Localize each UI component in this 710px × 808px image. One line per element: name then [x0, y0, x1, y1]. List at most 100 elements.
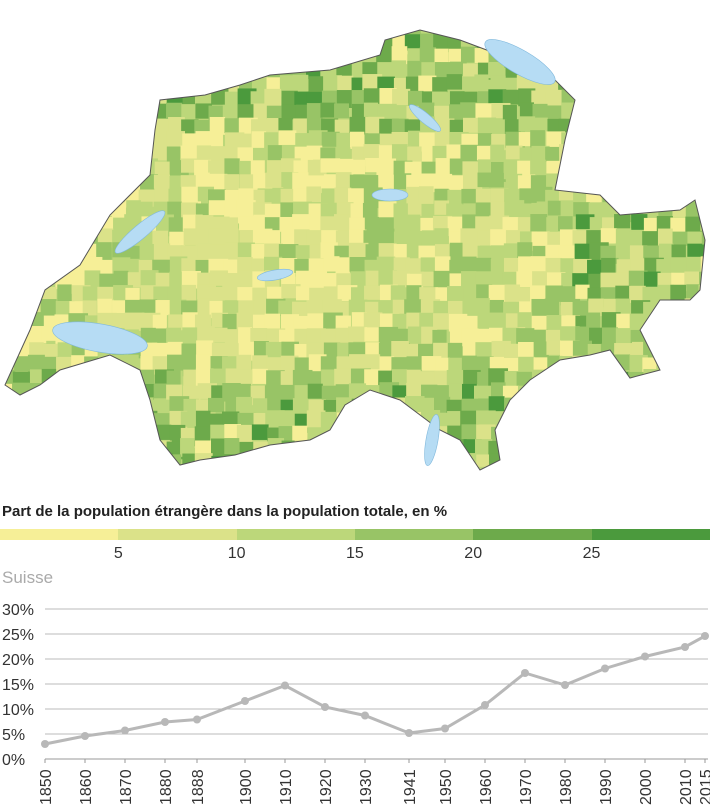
commune-area	[432, 453, 452, 470]
commune-area	[5, 105, 18, 122]
commune-area	[475, 439, 493, 456]
commune-area	[587, 398, 604, 417]
commune-area	[153, 328, 168, 347]
commune-area	[237, 242, 255, 262]
data-point	[441, 724, 449, 733]
commune-area	[673, 147, 693, 162]
commune-area	[5, 455, 19, 470]
commune-area	[335, 440, 355, 460]
commune-area	[670, 104, 686, 120]
commune-area	[378, 469, 398, 470]
commune-area	[351, 398, 372, 416]
switzerland-map	[4, 29, 706, 471]
commune-area	[320, 328, 338, 347]
data-point	[561, 681, 569, 689]
commune-area	[295, 32, 316, 48]
commune-area	[348, 326, 366, 342]
commune-area	[378, 201, 397, 218]
commune-area	[26, 202, 42, 219]
x-tick-label: 1980	[558, 769, 575, 805]
commune-area	[223, 48, 239, 65]
commune-area	[673, 62, 693, 79]
commune-area	[574, 89, 594, 108]
commune-area	[152, 342, 171, 358]
commune-area	[337, 34, 355, 54]
commune-area	[573, 175, 588, 194]
commune-area	[684, 356, 702, 375]
scale-tick: 15	[345, 545, 364, 562]
commune-area	[279, 216, 296, 232]
commune-area	[701, 201, 705, 216]
commune-area	[56, 30, 77, 40]
commune-area	[364, 354, 381, 372]
commune-area	[447, 189, 466, 206]
commune-area	[13, 75, 31, 93]
commune-area	[558, 371, 575, 387]
commune-area	[631, 116, 652, 136]
commune-area	[198, 77, 214, 95]
commune-area	[195, 203, 213, 218]
commune-area	[252, 368, 268, 384]
commune-area	[392, 411, 413, 431]
commune-area	[404, 161, 424, 177]
commune-area	[614, 90, 635, 111]
commune-area	[502, 217, 519, 234]
commune-area	[656, 455, 674, 470]
commune-area	[154, 161, 170, 179]
commune-area	[183, 369, 199, 389]
commune-area	[96, 426, 115, 446]
commune-area	[13, 158, 30, 177]
commune-area	[463, 369, 481, 385]
commune-area	[322, 453, 339, 470]
x-tick-label: 1900	[238, 769, 255, 805]
commune-area	[685, 468, 705, 470]
commune-area	[643, 301, 661, 317]
commune-area	[561, 424, 577, 444]
commune-area	[323, 46, 344, 65]
commune-area	[278, 467, 299, 470]
commune-area	[14, 215, 29, 232]
commune-area	[658, 116, 675, 136]
commune-area	[42, 453, 62, 470]
commune-area	[629, 102, 647, 122]
commune-area	[686, 256, 704, 274]
commune-area	[643, 368, 659, 389]
commune-area	[616, 172, 632, 188]
commune-area	[518, 88, 536, 107]
commune-area	[98, 90, 118, 107]
commune-area	[363, 144, 383, 160]
commune-area	[391, 468, 408, 470]
commune-area	[197, 243, 213, 264]
commune-area	[433, 270, 450, 291]
commune-area	[69, 160, 88, 177]
commune-area	[602, 327, 618, 345]
commune-area	[14, 175, 31, 192]
commune-area	[224, 174, 240, 192]
commune-area	[54, 46, 75, 64]
commune-area	[435, 357, 450, 373]
commune-area	[589, 439, 609, 457]
commune-area	[406, 426, 426, 444]
commune-area	[5, 271, 19, 288]
commune-area	[82, 286, 99, 301]
commune-area	[407, 48, 423, 65]
commune-area	[629, 245, 648, 261]
commune-area	[670, 284, 687, 302]
commune-area	[572, 77, 593, 98]
commune-area	[169, 231, 185, 247]
commune-area	[294, 91, 310, 107]
commune-area	[434, 370, 451, 389]
commune-area	[474, 74, 489, 92]
commune-area	[138, 77, 156, 92]
commune-area	[320, 102, 336, 118]
commune-area	[57, 60, 74, 78]
scale-step	[118, 529, 237, 540]
commune-area	[27, 258, 48, 278]
commune-area	[517, 32, 536, 51]
commune-area	[68, 368, 84, 387]
commune-area	[152, 47, 170, 62]
commune-area	[533, 396, 549, 417]
commune-area	[449, 61, 467, 76]
commune-area	[546, 397, 566, 416]
commune-area	[251, 424, 269, 440]
